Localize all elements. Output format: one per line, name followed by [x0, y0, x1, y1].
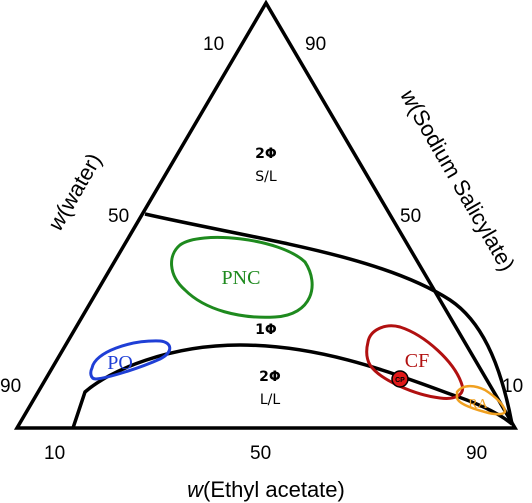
ra-region — [455, 384, 507, 416]
pnc-label: PNC — [222, 267, 261, 289]
ra-label: RA — [468, 397, 488, 412]
right-tick-90: 90 — [305, 34, 326, 55]
lower-phase-boundary — [71, 343, 514, 429]
bottom-tick-90: 90 — [466, 443, 487, 464]
lower-phase-count: 2Φ — [259, 369, 281, 385]
right-tick-50: 50 — [400, 206, 421, 227]
sodium-salicylate-axis-title: w(Sodium Salicylate) — [396, 85, 520, 275]
right-tick-10: 10 — [502, 376, 523, 397]
critical-point-label: CP — [395, 377, 405, 384]
po-region — [89, 339, 172, 381]
left-tick-10: 10 — [203, 34, 224, 55]
left-tick-50: 50 — [108, 206, 129, 227]
middle-phase-count: 1Φ — [255, 322, 277, 338]
bottom-tick-10: 10 — [44, 443, 65, 464]
upper-phase-count: 2Φ — [255, 146, 277, 162]
ternary-triangle — [13, 0, 519, 430]
pnc-region — [170, 235, 314, 319]
left-tick-90: 90 — [0, 376, 21, 397]
critical-point-marker — [391, 370, 409, 388]
water-axis-title: w(water) — [43, 149, 107, 235]
upper-phase-type: S/L — [255, 169, 277, 185]
ethyl-acetate-axis-title: w(Ethyl acetate) — [187, 477, 345, 502]
cf-label: CF — [405, 350, 429, 372]
po-label: PO — [107, 352, 133, 374]
bottom-tick-50: 50 — [250, 443, 271, 464]
upper-phase-boundary — [144, 212, 514, 425]
lower-phase-type: L/L — [260, 392, 281, 408]
